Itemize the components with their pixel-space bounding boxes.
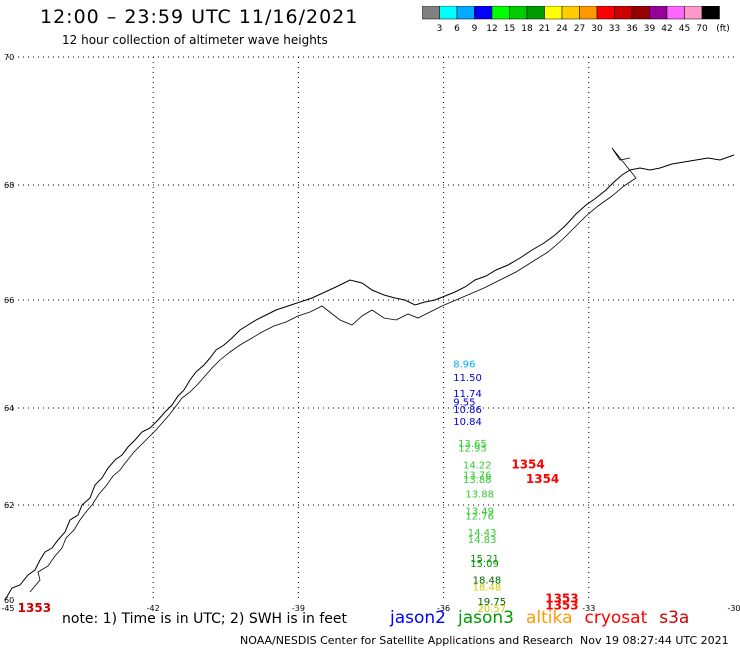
color-scale-label: 21 xyxy=(539,24,550,34)
x-tick-label: -33 xyxy=(582,604,595,613)
wave-height-label: 20.57 xyxy=(477,604,506,615)
wave-height-label: 13.65 xyxy=(458,439,487,450)
wave-height-label: 1353 xyxy=(545,599,578,613)
wave-height-label: 13.88 xyxy=(465,490,494,501)
wave-height-label: 8.96 xyxy=(453,360,475,371)
generation-timestamp: Nov 19 08:27:44 UTC 2021 xyxy=(580,634,729,647)
wave-height-label: 13.88 xyxy=(463,475,492,486)
color-scale-label: 27 xyxy=(574,24,585,34)
map-grid xyxy=(8,56,734,600)
y-tick-label: 68 xyxy=(4,181,14,190)
greenland-coastline xyxy=(4,147,735,601)
x-tick-label: -45 xyxy=(1,604,14,613)
chart-subtitle: 12 hour collection of altimeter wave hei… xyxy=(62,33,328,47)
color-scale-legend: 3 6 9 12 15 18 21 24 27 30 33 36 39 42 45 70 (ft) xyxy=(422,6,730,34)
wave-height-label: 10.86 xyxy=(453,405,482,416)
wave-height-label: 1353 xyxy=(18,601,51,615)
x-tick-label: -39 xyxy=(292,604,305,613)
x-tick-label: -36 xyxy=(437,604,450,613)
color-scale-label: 42 xyxy=(661,24,672,34)
color-scale-label: 33 xyxy=(609,24,620,34)
x-tick-label: -42 xyxy=(147,604,160,613)
credit-text: NOAA/NESDIS Center for Satellite Applica… xyxy=(240,634,574,647)
wave-height-label: 15.21 xyxy=(470,554,499,565)
wave-height-label: 9.55 xyxy=(453,397,475,408)
color-scale-label: 24 xyxy=(556,24,568,34)
color-swatch xyxy=(701,6,720,20)
color-scale-label: 9 xyxy=(472,24,478,34)
satellite-name: altika xyxy=(526,608,573,628)
coastline-path xyxy=(4,154,735,601)
color-scale-label: 3 xyxy=(437,24,443,34)
satellite-name: s3a xyxy=(659,608,690,628)
wave-height-label: 12.93 xyxy=(458,444,487,455)
color-scale-label: 15 xyxy=(504,24,515,34)
chart-title: 12:00 – 23:59 UTC 11/16/2021 xyxy=(40,6,359,28)
y-tick-label: 64 xyxy=(4,404,14,413)
color-scale-label: 6 xyxy=(454,24,460,34)
y-tick-label: 66 xyxy=(4,296,14,305)
y-tick-label: 60 xyxy=(4,596,14,605)
wave-height-label: 18.48 xyxy=(473,583,502,594)
wave-height-label: 10.84 xyxy=(453,417,482,428)
wave-height-label: 11.74 xyxy=(453,389,482,400)
axis-tick-labels: -45 -42 -39 -36 -33 -30 60 62 64 66 68 70 xyxy=(1,53,740,613)
y-tick-label: 70 xyxy=(4,53,14,62)
satellite-name: cryosat xyxy=(584,608,648,628)
satellite-legend: jason2 jason3 altika cryosat s3a xyxy=(390,608,701,628)
color-scale-label: 18 xyxy=(521,24,533,34)
color-scale-label: 30 xyxy=(591,24,603,34)
color-scale-label: 45 xyxy=(679,24,690,34)
wave-height-label: 14.83 xyxy=(468,535,497,546)
wave-height-label: 19.75 xyxy=(477,597,506,608)
wave-height-label: 11.50 xyxy=(453,373,482,384)
wave-height-label: 12.76 xyxy=(465,511,494,522)
x-tick-label: -30 xyxy=(727,604,740,613)
satellite-name: jason2 xyxy=(390,608,446,628)
color-scale-label: 12 xyxy=(486,24,497,34)
y-tick-label: 62 xyxy=(4,501,14,510)
color-scale-label: 39 xyxy=(644,24,656,34)
wave-height-label: 13.49 xyxy=(465,507,494,518)
coastline-detail-path xyxy=(29,147,637,593)
wave-height-label: 1353 xyxy=(545,591,578,605)
color-scale-label: 36 xyxy=(626,24,638,34)
wave-height-label: 15.09 xyxy=(470,559,499,570)
wave-height-label: 13.76 xyxy=(463,470,492,481)
color-scale-unit: (ft) xyxy=(716,24,730,34)
wave-height-label: 14.22 xyxy=(463,461,492,472)
wave-height-label: 1354 xyxy=(511,458,544,472)
wave-height-label: 14.43 xyxy=(468,528,497,539)
footer-note: note: 1) Time is in UTC; 2) SWH is in fe… xyxy=(62,611,348,627)
wave-height-label: 18.48 xyxy=(473,575,502,586)
color-scale-label: 70 xyxy=(696,24,708,34)
wave-height-label: 1354 xyxy=(526,472,559,486)
satellite-name: jason3 xyxy=(458,608,514,628)
